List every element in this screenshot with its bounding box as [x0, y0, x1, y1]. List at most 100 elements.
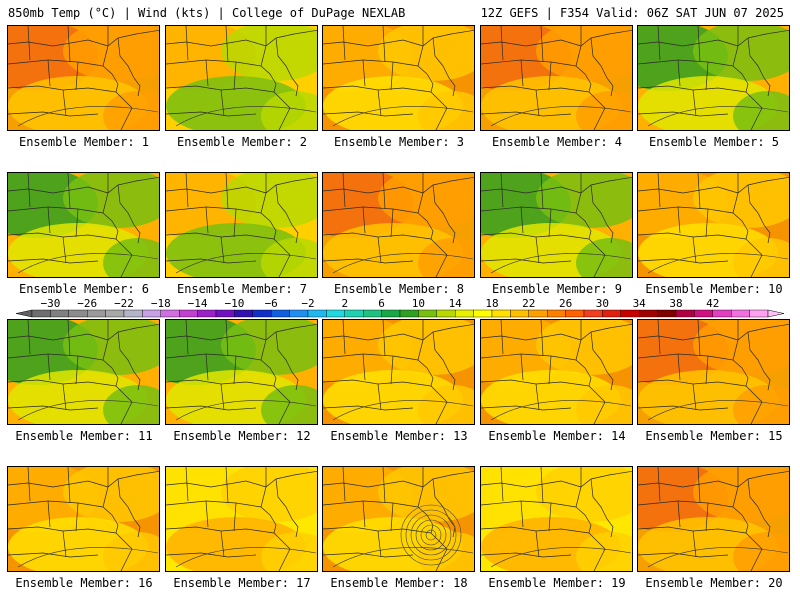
colorbar-tick-label: 38	[669, 297, 683, 310]
colorbar-swatch	[694, 309, 714, 318]
ensemble-member-label: Ensemble Member: 15	[645, 429, 783, 443]
ensemble-member-label: Ensemble Member: 16	[15, 576, 153, 590]
colorbar-swatch	[86, 309, 106, 318]
ensemble-member-label: Ensemble Member: 10	[645, 282, 783, 296]
ensemble-map-14	[480, 319, 633, 425]
colorbar-swatch	[712, 309, 732, 318]
colorbar-arrow-right	[767, 309, 785, 318]
ensemble-member-label: Ensemble Member: 3	[333, 135, 465, 149]
ensemble-map-8	[322, 172, 475, 278]
colorbar-swatch	[657, 309, 677, 318]
ensemble-map-9	[480, 172, 633, 278]
colorbar-swatch	[105, 309, 125, 318]
ensemble-member-label: Ensemble Member: 9	[491, 282, 623, 296]
colorbar-tick-label: −14	[187, 297, 208, 310]
colorbar-swatch	[436, 309, 456, 318]
colorbar	[15, 309, 785, 318]
colorbar-tick-label: 2	[341, 297, 349, 310]
colorbar-swatch	[31, 309, 51, 318]
ensemble-map-3	[322, 25, 475, 131]
ensemble-member-label: Ensemble Member: 4	[491, 135, 623, 149]
ensemble-member-label: Ensemble Member: 17	[173, 576, 311, 590]
colorbar-tick-label: −18	[150, 297, 171, 310]
colorbar-swatch	[50, 309, 70, 318]
ensemble-map-4	[480, 25, 633, 131]
ensemble-member-label: Ensemble Member: 13	[330, 429, 468, 443]
ensemble-map-6	[7, 172, 160, 278]
colorbar-swatch	[749, 309, 769, 318]
ensemble-member-label: Ensemble Member: 2	[176, 135, 308, 149]
ensemble-map-19	[480, 466, 633, 572]
colorbar-swatch	[307, 309, 327, 318]
colorbar-swatch	[289, 309, 309, 318]
colorbar-swatch	[455, 309, 474, 318]
colorbar-tick-label: 14	[448, 297, 462, 310]
colorbar-tick-label: −2	[301, 297, 315, 310]
colorbar-tick-label: −26	[77, 297, 98, 310]
colorbar-swatch	[363, 309, 382, 318]
header-title-left: 850mb Temp (°C) | Wind (kts) | College o…	[8, 6, 406, 20]
ensemble-map-2	[165, 25, 318, 131]
colorbar-swatch	[215, 309, 235, 318]
header-title-right: 12Z GEFS | F354 Valid: 06Z SAT JUN 07 20…	[480, 6, 784, 20]
colorbar-swatch	[418, 309, 437, 318]
colorbar-swatch	[639, 309, 658, 318]
colorbar-swatch	[178, 309, 198, 318]
ensemble-member-label: Ensemble Member: 20	[645, 576, 783, 590]
ensemble-map-15	[637, 319, 790, 425]
colorbar-swatch	[234, 309, 253, 318]
ensemble-map-1	[7, 25, 160, 131]
colorbar-tick-label: 26	[558, 297, 573, 310]
ensemble-member-label: Ensemble Member: 7	[176, 282, 308, 296]
colorbar-swatch	[731, 309, 750, 318]
ensemble-map-11	[7, 319, 160, 425]
ensemble-map-20	[637, 466, 790, 572]
colorbar-swatch	[583, 309, 603, 318]
ensemble-member-label: Ensemble Member: 5	[648, 135, 780, 149]
ensemble-member-label: Ensemble Member: 14	[488, 429, 626, 443]
ensemble-map-17	[165, 466, 318, 572]
colorbar-tick-label: 34	[632, 297, 646, 310]
colorbar-tick-label: 10	[411, 297, 426, 310]
colorbar-swatch	[160, 309, 180, 318]
ensemble-map-7	[165, 172, 318, 278]
colorbar-tick-label: −6	[264, 297, 278, 310]
colorbar-swatch	[197, 309, 217, 318]
colorbar-swatch	[252, 309, 272, 318]
colorbar-swatch	[399, 309, 419, 318]
colorbar-swatch	[326, 309, 345, 318]
ensemble-member-label: Ensemble Member: 18	[330, 576, 468, 590]
colorbar-arrow-left	[15, 309, 33, 318]
colorbar-swatch	[473, 309, 493, 318]
ensemble-member-label: Ensemble Member: 1	[18, 135, 150, 149]
ensemble-member-label: Ensemble Member: 11	[15, 429, 153, 443]
colorbar-swatch	[602, 309, 622, 318]
colorbar-swatch	[381, 309, 401, 318]
ensemble-member-label: Ensemble Member: 6	[18, 282, 150, 296]
colorbar-swatch	[271, 309, 290, 318]
colorbar-swatch	[620, 309, 640, 318]
colorbar-swatch	[68, 309, 88, 318]
ensemble-map-16	[7, 466, 160, 572]
colorbar-swatch	[142, 309, 161, 318]
colorbar-swatch	[547, 309, 566, 318]
colorbar-swatch	[510, 309, 529, 318]
colorbar-tick-label: 30	[595, 297, 610, 310]
colorbar-tick-label: 18	[485, 297, 499, 310]
colorbar-swatch	[528, 309, 548, 318]
colorbar-tick-label: −30	[40, 297, 61, 310]
colorbar-tick-label: −22	[114, 297, 134, 310]
ensemble-map-18	[322, 466, 475, 572]
ensemble-member-label: Ensemble Member: 8	[333, 282, 465, 296]
colorbar-swatch	[344, 309, 364, 318]
ensemble-map-13	[322, 319, 475, 425]
colorbar-tick-label: 6	[378, 297, 385, 310]
ensemble-map-12	[165, 319, 318, 425]
ensemble-map-10	[637, 172, 790, 278]
ensemble-member-label: Ensemble Member: 12	[173, 429, 311, 443]
ensemble-map-5	[637, 25, 790, 131]
colorbar-tick-label: 22	[522, 297, 536, 310]
colorbar-swatch	[565, 309, 585, 318]
colorbar-swatch	[675, 309, 695, 318]
colorbar-tick-label: 42	[706, 297, 720, 310]
